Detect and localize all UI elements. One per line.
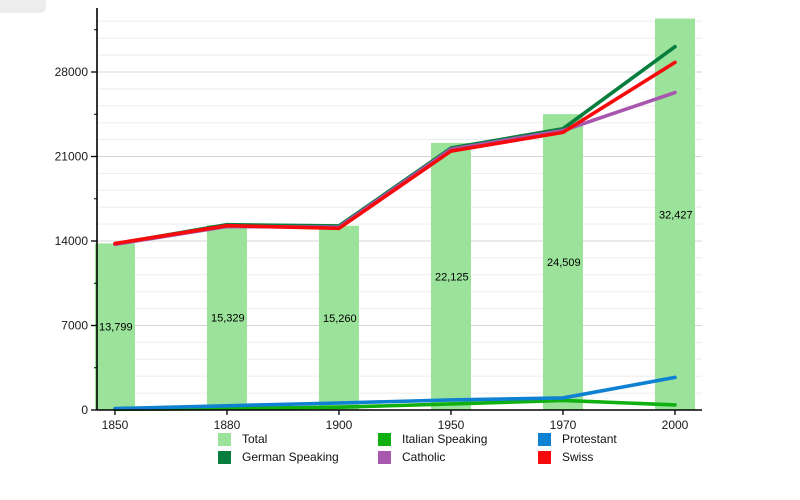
total-bar xyxy=(655,18,695,411)
legend-label: Protestant xyxy=(562,432,617,446)
x-tick-label: 1970 xyxy=(550,418,577,432)
legend-item-catholic: Catholic xyxy=(378,449,538,465)
italian-speaking-line xyxy=(113,398,677,412)
bar-value-label: 15,260 xyxy=(323,313,357,325)
bar-value-label: 15,329 xyxy=(211,312,245,324)
legend-item-italian-speaking: Italian Speaking xyxy=(378,431,538,447)
total-bar xyxy=(95,243,135,410)
legend-swatch-german-speaking xyxy=(218,450,231,464)
y-tick-label: 21000 xyxy=(55,150,89,164)
legend-label: Swiss xyxy=(562,450,594,464)
legend-item-total: Total xyxy=(218,431,378,447)
x-tick-label: 1900 xyxy=(326,418,353,432)
legend: Total German Speaking Italian Speaking Cath… xyxy=(218,431,698,465)
legend-item-german-speaking: German Speaking xyxy=(218,449,378,465)
total-bar xyxy=(207,224,247,410)
protestant-line xyxy=(113,375,677,411)
y-tick-label: 28000 xyxy=(55,65,89,79)
swiss-line xyxy=(113,60,677,246)
y-tick-label: 0 xyxy=(81,403,88,417)
legend-item-protestant: Protestant xyxy=(538,431,698,447)
x-tick-label: 1880 xyxy=(214,418,241,432)
legend-label: Italian Speaking xyxy=(402,432,488,446)
legend-swatch-swiss xyxy=(538,450,551,464)
total-bar xyxy=(543,114,583,410)
legend-label: German Speaking xyxy=(242,450,339,464)
x-tick-label: 1950 xyxy=(438,418,465,432)
bar-value-label: 13,799 xyxy=(99,322,133,334)
legend-swatch-catholic xyxy=(378,450,391,464)
y-tick-label: 14000 xyxy=(55,234,89,248)
bar-value-label: 32,427 xyxy=(659,209,693,221)
bar-value-label: 24,509 xyxy=(547,257,581,269)
y-tick-label: 7000 xyxy=(61,319,88,333)
legend-item-swiss: Swiss xyxy=(538,449,698,465)
legend-label: Total xyxy=(242,432,268,446)
legend-swatch-protestant xyxy=(538,432,551,446)
screenshot-corner-artifact xyxy=(0,0,46,13)
legend-label: Catholic xyxy=(402,450,446,464)
total-bar xyxy=(319,225,359,410)
x-tick-label: 1850 xyxy=(102,418,129,432)
legend-swatch-total xyxy=(218,432,231,446)
german-speaking-line xyxy=(113,44,677,246)
total-bar xyxy=(431,142,471,410)
legend-swatch-italian-speaking xyxy=(378,432,391,446)
x-tick-label: 2000 xyxy=(662,418,689,432)
bar-value-label: 22,125 xyxy=(435,271,469,283)
